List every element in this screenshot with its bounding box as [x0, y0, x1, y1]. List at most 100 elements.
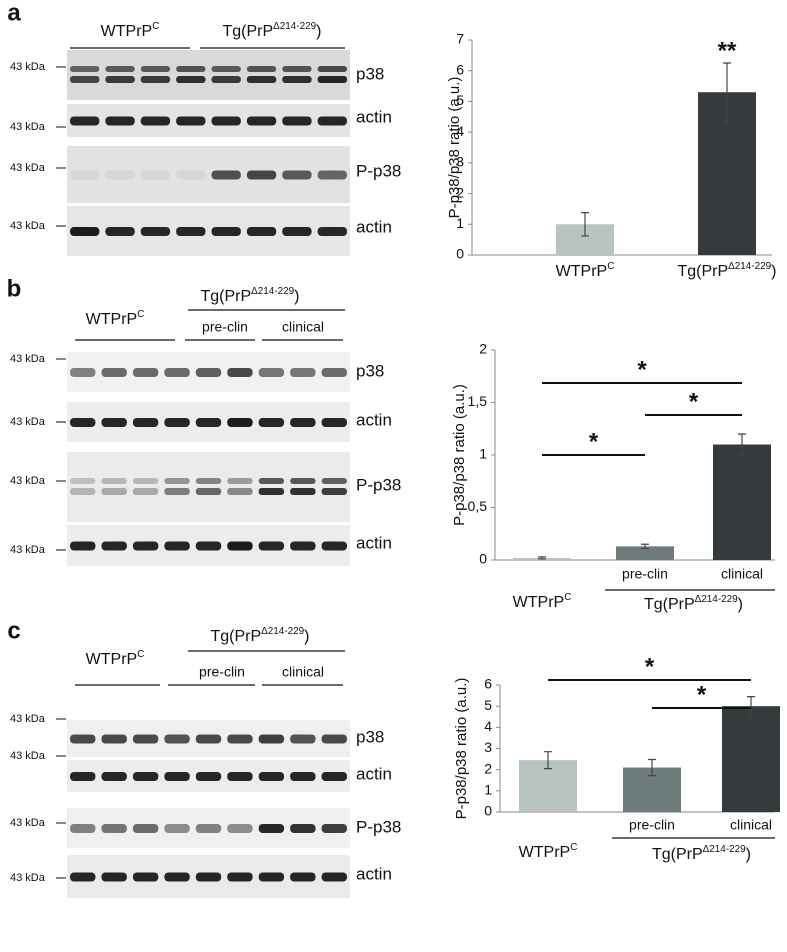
y-tick-label: 2: [484, 760, 492, 776]
blot-band: [195, 734, 222, 744]
label-part: C: [137, 309, 144, 320]
blot-row-label: P-p38: [356, 817, 401, 836]
blot-band: [70, 824, 96, 833]
label-part: C: [570, 842, 577, 853]
blot-band: [290, 418, 316, 427]
blot-group-label: WTPrPC: [86, 649, 145, 668]
size-marker: 43 kDa: [10, 713, 46, 725]
label-part: WTPrP: [86, 311, 138, 328]
x-tick-label: Tg(PrPΔ214-229): [678, 261, 777, 280]
blot-row-label: p38: [356, 727, 384, 746]
label-part: ): [294, 288, 299, 305]
blot-band: [140, 66, 171, 72]
blot-band: [282, 227, 312, 236]
blot-band: [132, 734, 159, 744]
blot-band: [132, 772, 159, 781]
error-bar: [747, 696, 755, 717]
blot-band: [176, 116, 206, 126]
x-tick-label: clinical: [730, 817, 772, 833]
blot-band: [101, 488, 127, 495]
blot-band: [164, 478, 190, 484]
blot-band: [317, 76, 347, 83]
size-marker: 43 kDa: [10, 121, 46, 133]
blot-band: [105, 170, 135, 180]
panel-letter: a: [7, 0, 21, 26]
error-bar: [538, 556, 546, 560]
label-part: Δ214-229: [728, 261, 771, 272]
error-bar: [581, 212, 589, 237]
label-part: Δ214-229: [273, 21, 316, 32]
y-axis-title: P-p38/p38 ratio (a.u.): [446, 77, 463, 219]
label-part: C: [564, 592, 571, 603]
blot-band: [164, 541, 190, 551]
x-tick-label: clinical: [721, 566, 763, 582]
blot-band: [101, 418, 127, 427]
blot-band: [258, 478, 285, 484]
y-tick-label: 4: [456, 123, 464, 139]
blot-band: [70, 66, 100, 72]
blot-band: [246, 66, 277, 72]
blot-band: [195, 368, 222, 377]
x-group-label: Tg(PrPΔ214-229): [652, 844, 751, 863]
blot-band: [227, 734, 253, 744]
blot-band: [70, 478, 96, 484]
y-tick-label: 1: [456, 215, 464, 231]
blot-band: [70, 418, 96, 427]
label-part: C: [607, 261, 614, 272]
blot-band: [321, 368, 347, 377]
blot-band: [195, 824, 222, 833]
blot-band: [164, 872, 190, 882]
label-part: Δ214-229: [261, 626, 304, 637]
label-part: Tg(PrP: [223, 23, 274, 40]
y-tick-label: 6: [456, 61, 464, 77]
blot-band: [101, 541, 127, 551]
blot-band: [132, 541, 159, 551]
blot-band: [164, 368, 190, 377]
y-tick-label: 3: [484, 739, 492, 755]
blot-band: [195, 772, 222, 781]
blot-band: [290, 478, 316, 484]
size-marker: 43 kDa: [10, 750, 46, 762]
blot-band: [227, 418, 253, 427]
blot-band: [70, 170, 100, 180]
blot-band: [140, 170, 171, 180]
label-part: Δ214-229: [695, 594, 738, 605]
blot-row-label: actin: [356, 410, 392, 429]
blot-group-label: Tg(PrPΔ214-229): [201, 286, 300, 305]
y-tick-label: 1: [479, 446, 487, 462]
blot-band: [70, 872, 96, 882]
blot-band: [317, 66, 347, 72]
blot-band: [70, 227, 100, 236]
blot-subgroup-label: pre-clin: [199, 664, 245, 680]
significance-mark: *: [689, 388, 699, 415]
blot-band: [211, 116, 241, 126]
blot-band: [176, 76, 206, 83]
blot-band: [227, 772, 253, 781]
blot-band: [105, 227, 135, 236]
label-part: WTPrP: [556, 263, 608, 280]
significance-mark: **: [718, 37, 737, 64]
blot-band: [282, 66, 312, 72]
blot-row-label: actin: [356, 107, 392, 126]
blot-band: [290, 488, 316, 495]
size-marker: 43 kDa: [10, 353, 46, 365]
blot-band: [195, 488, 222, 495]
label-part: C: [152, 21, 159, 32]
blot-band: [321, 478, 347, 484]
blot-band: [132, 488, 159, 495]
y-tick-label: 0: [456, 246, 464, 262]
blot-band: [195, 541, 222, 551]
significance-mark: *: [637, 356, 647, 383]
error-bar: [738, 433, 746, 456]
blot-group-label: Tg(PrPΔ214-229): [211, 626, 310, 645]
blot-row-label: actin: [356, 217, 392, 236]
y-tick-label: 7: [456, 31, 464, 47]
y-tick-label: 5: [456, 92, 464, 108]
blot-band: [282, 170, 312, 180]
size-marker: 43 kDa: [10, 220, 46, 232]
blot-band: [321, 872, 347, 882]
blot-band: [290, 772, 316, 781]
blot-band: [70, 368, 96, 377]
bar: [722, 706, 780, 812]
